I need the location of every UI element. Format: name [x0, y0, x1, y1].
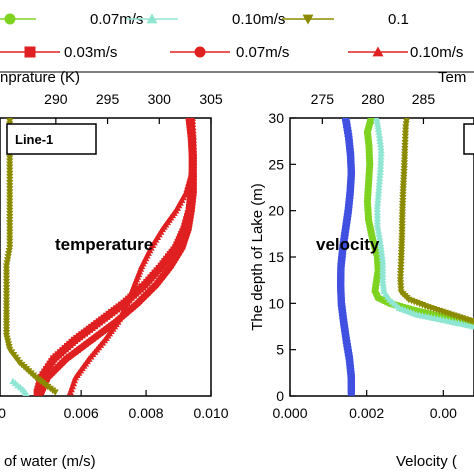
legend-marker: [194, 46, 206, 58]
legend-box: [0, 0, 474, 73]
velocity-annotation: velocity: [316, 235, 380, 254]
right-inset-box-edge: [463, 123, 474, 155]
line-1-label: Line-1: [15, 132, 53, 147]
right-y-tick-label: 5: [276, 342, 284, 358]
right-series-marker: [402, 121, 410, 128]
legend: 0.07m/s 0.10m/s 0.1 0.03m/s 0.07m/s 0.10m/s: [0, 0, 474, 73]
right-series-marker: [396, 277, 404, 284]
legend-row-2: 0.03m/s 0.07m/s 0.10m/s: [0, 44, 463, 61]
right-y-tick-label: 30: [268, 110, 284, 126]
left-top-tick-label: 305: [199, 91, 223, 107]
right-series-marker: [397, 271, 405, 278]
right-bottom-tick-label: 0.00: [430, 405, 457, 421]
left-plot-frame: [0, 117, 212, 397]
right-series-marker: [401, 139, 409, 147]
legend-marker: [146, 13, 158, 24]
right-y-tick-label: 25: [268, 156, 284, 172]
right-series-marker: [404, 118, 409, 122]
right-top-tick-label: 280: [361, 91, 385, 107]
right-y-tick-label: 0: [276, 388, 284, 404]
right-series-marker: [397, 261, 405, 269]
left-bottom-axis-label: of water (m/s): [4, 453, 96, 470]
temperature-annotation: temperature: [55, 235, 153, 254]
right-series-marker: [401, 133, 409, 141]
legend-marker: [302, 14, 314, 25]
left-bottom-ticks: 0.006 0.008 0.010 0: [0, 390, 229, 421]
left-panel: nprature (K) 290 295 300 305 0.006 0.008 0.01…: [0, 69, 229, 470]
left-series-marker: [7, 118, 12, 122]
right-series-marker: [401, 130, 410, 138]
right-series-marker: [397, 264, 405, 272]
legend-label-row1: 0.10m/s: [232, 11, 285, 28]
left-top-tick-label: 295: [96, 91, 120, 107]
right-series-marker: [401, 142, 409, 150]
right-bottom-axis-label: Velocity (: [396, 453, 457, 470]
right-y-ticks: 0 5 10 15 20 25 30: [268, 110, 296, 404]
right-series-marker: [402, 118, 411, 125]
right-bottom-ticks: 0.000 0.002 0.00: [272, 390, 457, 421]
left-series-marker: [4, 254, 12, 261]
right-bottom-tick-label: 0.002: [349, 405, 384, 421]
left-series-marker: [3, 260, 11, 267]
right-top-tick-label: 275: [311, 91, 335, 107]
right-series-line: [375, 118, 474, 328]
legend-marker: [24, 46, 36, 58]
right-series-marker: [397, 289, 405, 296]
right-series-marker: [402, 124, 410, 131]
right-series-marker: [401, 136, 409, 144]
line-1-box: [6, 123, 97, 155]
right-series-line: [399, 118, 474, 324]
right-bottom-tick-label: 0.000: [272, 405, 307, 421]
left-top-axis-label: nprature (K): [0, 69, 80, 86]
legend-label-row2: 0.07m/s: [236, 44, 289, 61]
left-series-marker: [5, 251, 13, 258]
left-top-tick-label: 300: [148, 91, 172, 107]
right-series-marker: [397, 268, 405, 275]
legend-marker: [4, 13, 16, 25]
right-series-marker: [397, 283, 405, 290]
right-series-marker: [396, 274, 405, 281]
left-series-marker: [188, 118, 196, 121]
right-y-tick-label: 10: [268, 295, 284, 311]
right-series-marker: [397, 286, 405, 293]
left-bottom-tick-label: 0.010: [193, 405, 228, 421]
left-series: [2, 118, 198, 396]
right-top-axis-label: Tem: [438, 69, 466, 86]
legend-label-row2: 0.10m/s: [410, 44, 463, 61]
right-series: [337, 118, 474, 396]
left-top-tick-label: 290: [44, 91, 68, 107]
legend-label-row2: 0.03m/s: [64, 44, 117, 61]
left-bottom-partial-tick-label: 0: [0, 405, 6, 421]
right-y-tick-label: 20: [268, 203, 284, 219]
right-top-ticks: 275 280 285: [311, 91, 436, 124]
left-top-ticks: 290 295 300 305: [44, 91, 223, 124]
legend-marker: [372, 46, 384, 57]
left-bottom-tick-label: 0.006: [64, 405, 99, 421]
right-series-marker: [402, 127, 410, 134]
legend-label-row1: 0.07m/s: [90, 11, 143, 28]
left-series-marker: [5, 247, 13, 255]
right-y-axis-label: The depth of Lake (m): [249, 183, 266, 331]
left-series-marker: [22, 389, 30, 396]
right-series-marker: [341, 118, 350, 122]
legend-label-row1: 0.1: [388, 11, 409, 28]
right-series-marker: [396, 280, 405, 287]
legend-row-1: 0.07m/s 0.10m/s 0.1: [0, 11, 409, 28]
right-top-tick-label: 285: [412, 91, 436, 107]
left-series-marker: [188, 118, 197, 124]
left-bottom-tick-label: 0.008: [129, 405, 164, 421]
right-y-tick-label: 15: [268, 249, 284, 265]
right-series-marker: [367, 118, 375, 122]
right-series-marker: [373, 118, 381, 121]
left-series-marker: [2, 263, 11, 270]
left-series-marker: [3, 257, 12, 264]
